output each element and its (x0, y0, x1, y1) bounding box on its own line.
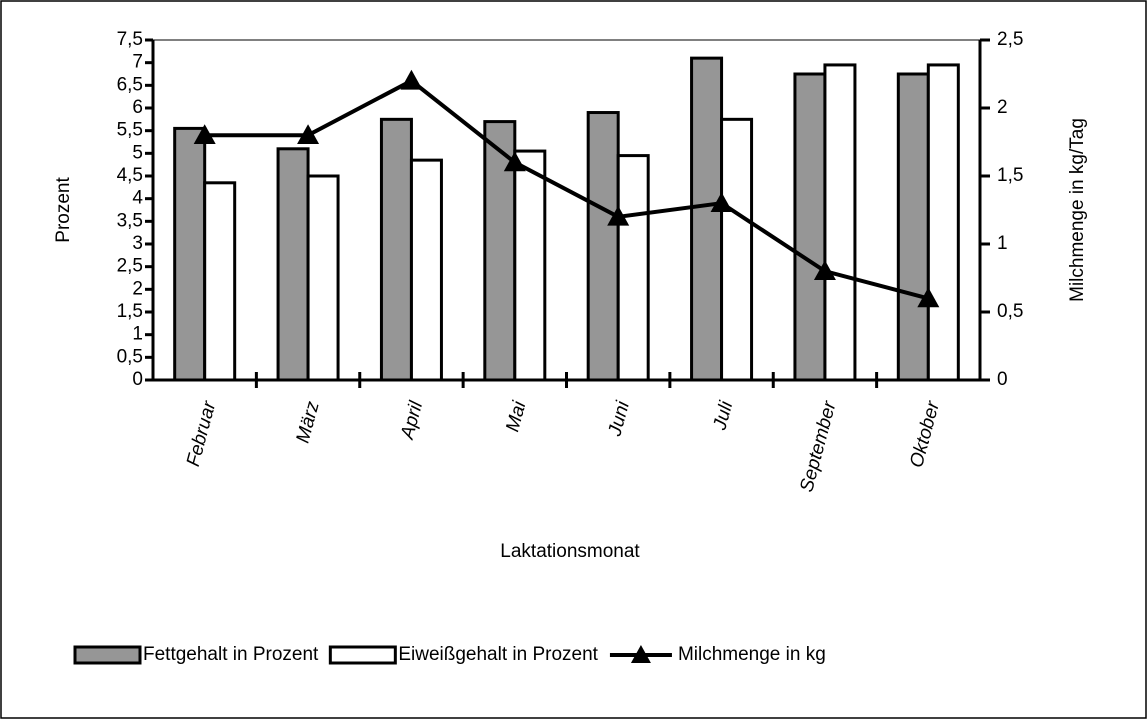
y-tick-label: 1,5 (117, 301, 143, 322)
y2-tick-label: 1,5 (997, 165, 1023, 186)
y-tick-label: 2 (132, 278, 143, 299)
bar (793, 72, 827, 382)
y-tick-label: 1 (132, 324, 143, 345)
bar (616, 154, 650, 382)
y-axis-title: Prozent (53, 177, 74, 243)
marker (710, 192, 733, 212)
y-tick-label: 3 (132, 233, 143, 254)
y-tick-label: 0,5 (117, 346, 143, 367)
bar (276, 147, 310, 382)
marker (193, 124, 216, 144)
y2-tick-label: 2,5 (997, 29, 1023, 50)
y-tick-label: 7 (132, 52, 143, 73)
legend-label: Fettgehalt in Prozent (143, 644, 319, 665)
y2-tick-label: 0,5 (997, 301, 1023, 322)
bar (823, 63, 857, 382)
legend-label: Eiweißgehalt in Prozent (398, 644, 598, 665)
bar (926, 63, 960, 382)
y-tick-label: 4 (132, 188, 143, 209)
legend-swatch (328, 645, 397, 665)
bar (203, 181, 237, 382)
bar (379, 117, 413, 382)
bar (513, 149, 547, 382)
marker (917, 287, 940, 308)
legend-swatch (73, 645, 142, 665)
y-tick-label: 5 (132, 142, 143, 163)
marker (400, 69, 423, 90)
y-tick-label: 6 (132, 97, 143, 118)
line (204, 78, 929, 301)
bar (409, 158, 443, 382)
y2-tick-label: 1 (997, 233, 1008, 254)
y-tick-label: 6,5 (117, 74, 143, 95)
marker (503, 151, 526, 172)
bar (586, 111, 620, 382)
y2-tick-label: 2 (997, 97, 1008, 118)
y2-axis-title: Milchmenge in kg/Tag (1067, 118, 1088, 302)
y-tick-label: 4,5 (117, 165, 143, 186)
bar (173, 126, 207, 382)
marker (607, 205, 630, 226)
y-tick-label: 3,5 (117, 210, 143, 231)
legend-marker (630, 645, 651, 663)
bar (896, 72, 930, 382)
y-tick-label: 7,5 (117, 29, 143, 50)
y-tick-label: 5,5 (117, 120, 143, 141)
bar (306, 174, 340, 382)
bar (690, 56, 724, 382)
y-tick-label: 0 (132, 369, 143, 390)
y-tick-label: 2,5 (117, 256, 143, 277)
legend-label: Milchmenge in kg (678, 644, 826, 665)
marker (813, 260, 836, 280)
marker (297, 124, 320, 144)
y2-tick-label: 0 (997, 369, 1008, 390)
bar (720, 117, 754, 382)
x-axis-title: Laktationsmonat (500, 541, 640, 562)
